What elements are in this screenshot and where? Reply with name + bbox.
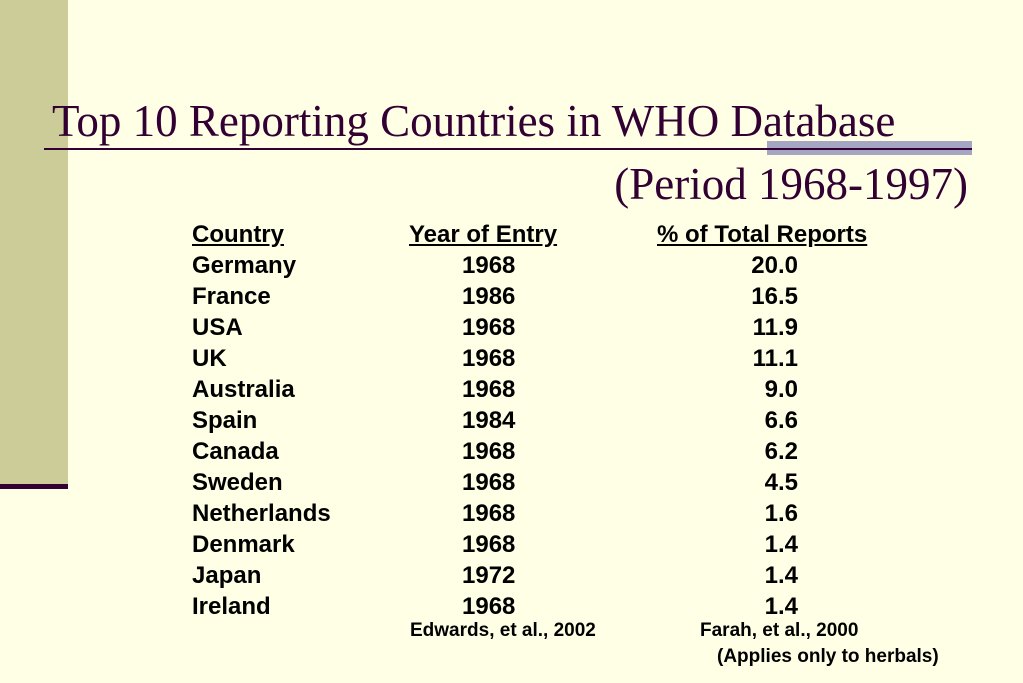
citation-note: (Applies only to herbals) xyxy=(717,646,939,667)
cell-country: Canada xyxy=(192,438,279,465)
citation-farah: Farah, et al., 2000 xyxy=(700,620,859,641)
table-row: Sweden 1968 4.5 xyxy=(0,467,1023,498)
table-row: Germany 1968 20.0 xyxy=(0,250,1023,281)
cell-year: 1968 xyxy=(462,593,516,620)
citation-edwards: Edwards, et al., 2002 xyxy=(410,620,596,641)
table-row: Japan 1972 1.4 xyxy=(0,560,1023,591)
cell-pct: 11.9 xyxy=(752,314,798,341)
cell-country: Netherlands xyxy=(192,500,331,527)
cell-pct: 6.2 xyxy=(764,438,798,465)
slide-title: Top 10 Reporting Countries in WHO Databa… xyxy=(52,96,896,146)
cell-year: 1968 xyxy=(462,252,516,279)
cell-year: 1968 xyxy=(462,376,516,403)
cell-pct: 20.0 xyxy=(751,252,798,279)
table-row: USA 1968 11.9 xyxy=(0,312,1023,343)
cell-year: 1968 xyxy=(462,314,516,341)
cell-pct: 4.5 xyxy=(764,469,798,496)
table-body: Germany 1968 20.0 France 1986 16.5 USA 1968 11.9… xyxy=(0,250,1023,622)
cell-country: UK xyxy=(192,345,227,372)
table-header-row: Country Year of Entry % of Total Reports xyxy=(0,219,1023,250)
table-row: Netherlands 1968 1.6 xyxy=(0,498,1023,529)
slide-subtitle: (Period 1968-1997) xyxy=(614,159,968,209)
cell-year: 1968 xyxy=(462,469,516,496)
header-pct: % of Total Reports xyxy=(657,221,868,248)
cell-year: 1968 xyxy=(462,438,516,465)
table-row: UK 1968 11.1 xyxy=(0,343,1023,374)
cell-pct: 9.0 xyxy=(764,376,798,403)
table-row: Spain 1984 6.6 xyxy=(0,405,1023,436)
cell-country: Germany xyxy=(192,252,297,279)
cell-country: France xyxy=(192,283,271,310)
reports-table: Country Year of Entry % of Total Reports… xyxy=(0,219,1023,622)
cell-country: USA xyxy=(192,314,243,341)
cell-pct: 1.4 xyxy=(764,531,798,558)
header-year: Year of Entry xyxy=(409,221,558,248)
cell-country: Sweden xyxy=(192,469,283,496)
cell-year: 1986 xyxy=(462,283,516,310)
table-row: Australia 1968 9.0 xyxy=(0,374,1023,405)
cell-country: Japan xyxy=(192,562,262,589)
table-row: Denmark 1968 1.4 xyxy=(0,529,1023,560)
cell-year: 1968 xyxy=(462,345,516,372)
table-row: Ireland 1968 1.4 xyxy=(0,591,1023,622)
title-rule xyxy=(44,148,972,150)
table-row: Canada 1968 6.2 xyxy=(0,436,1023,467)
sidebar-decoration-bar xyxy=(0,0,68,484)
cell-country: Denmark xyxy=(192,531,295,558)
header-country: Country xyxy=(192,221,284,248)
cell-pct: 1.4 xyxy=(764,593,798,620)
table-row: France 1986 16.5 xyxy=(0,281,1023,312)
cell-year: 1984 xyxy=(462,407,516,434)
cell-year: 1968 xyxy=(462,531,516,558)
sidebar-decoration-underline xyxy=(0,484,68,489)
cell-year: 1968 xyxy=(462,500,516,527)
cell-year: 1972 xyxy=(462,562,516,589)
cell-pct: 1.4 xyxy=(764,562,798,589)
cell-pct: 16.5 xyxy=(751,283,798,310)
cell-pct: 11.1 xyxy=(752,345,798,372)
cell-pct: 6.6 xyxy=(764,407,798,434)
cell-country: Spain xyxy=(192,407,258,434)
cell-country: Australia xyxy=(192,376,295,403)
cell-pct: 1.6 xyxy=(764,500,798,527)
cell-country: Ireland xyxy=(192,593,271,620)
